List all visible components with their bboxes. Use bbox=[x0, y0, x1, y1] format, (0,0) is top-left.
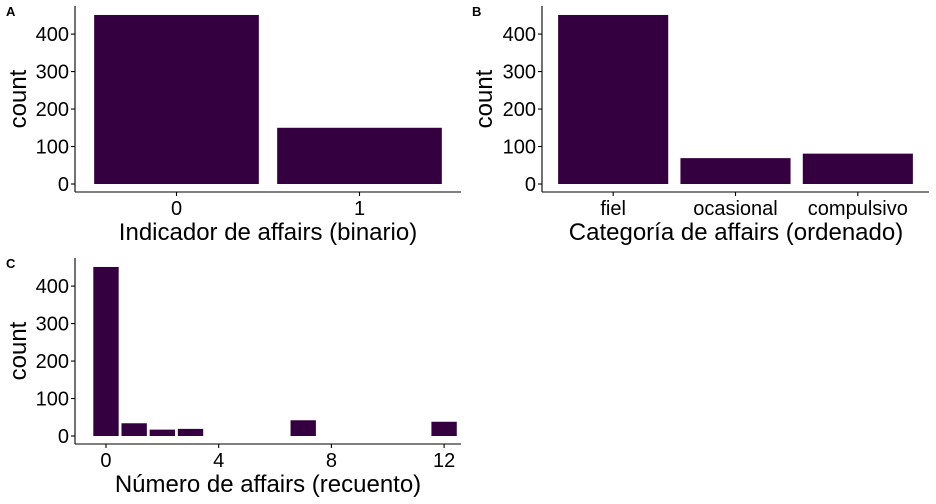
panel-a-x-tick-label: 0 bbox=[171, 198, 182, 220]
panel-c-plot: 0 100 200 300 400 0 4 8 12 bbox=[36, 258, 461, 472]
panel-a-y-tick-label: 400 bbox=[36, 24, 69, 46]
panel-a-y-tick-label: 200 bbox=[36, 99, 69, 121]
panel-b-y-tick-label: 200 bbox=[503, 99, 536, 121]
panel-c-y-tick-label: 300 bbox=[36, 314, 69, 336]
panel-c-x-tick-label: 8 bbox=[326, 450, 337, 472]
panel-c-x-tick-label: 4 bbox=[213, 450, 224, 472]
panel-c-bar-1 bbox=[121, 423, 147, 436]
panel-c: C 0 100 200 300 400 0 4 8 12 Número de affairs (… bbox=[5, 256, 461, 498]
panel-b-x-tick-label: fiel bbox=[600, 198, 626, 220]
panel-c-bar-0 bbox=[93, 266, 119, 436]
panel-a-plot: 0 100 200 300 400 0 1 bbox=[36, 6, 461, 220]
panel-c-bar-12 bbox=[431, 421, 457, 436]
panel-b: B 0 100 200 300 400 fiel ocasional compulsivo C… bbox=[471, 4, 929, 246]
panel-b-bar-ocasional bbox=[680, 158, 791, 184]
panel-c-y-axis-title: count bbox=[5, 321, 32, 380]
panel-b-x-tick-label: ocasional bbox=[693, 198, 778, 220]
panel-a-tag: A bbox=[6, 4, 16, 19]
panel-b-y-tick-label: 0 bbox=[525, 174, 536, 196]
panel-c-y-tick-label: 400 bbox=[36, 276, 69, 298]
panel-c-tag: C bbox=[6, 256, 16, 271]
panel-b-plot: 0 100 200 300 400 fiel ocasional compulsivo bbox=[503, 6, 929, 220]
panel-a-y-axis-title: count bbox=[5, 69, 32, 128]
panel-a: A 0 100 200 300 400 0 1 Indicador de affairs (… bbox=[5, 4, 461, 246]
panel-b-y-tick-label: 400 bbox=[503, 24, 536, 46]
panel-c-bar-7 bbox=[290, 420, 316, 436]
panel-c-y-tick-label: 200 bbox=[36, 351, 69, 373]
panel-b-y-tick-label: 100 bbox=[503, 137, 536, 159]
panel-c-x-tick-label: 12 bbox=[433, 450, 455, 472]
panel-c-y-tick-label: 0 bbox=[58, 426, 69, 448]
panel-b-x-tick-label: compulsivo bbox=[808, 198, 908, 220]
panel-c-y-tick-label: 100 bbox=[36, 389, 69, 411]
panel-c-x-tick-label: 0 bbox=[100, 450, 111, 472]
panel-c-bar-3 bbox=[177, 428, 204, 436]
panel-a-x-axis-title: Indicador de affairs (binario) bbox=[119, 219, 417, 246]
panel-a-y-tick-label: 100 bbox=[36, 137, 69, 159]
panel-b-bar-compulsivo bbox=[802, 153, 913, 184]
panel-b-x-axis-title: Categoría de affairs (ordenado) bbox=[569, 219, 903, 246]
panel-b-tag: B bbox=[472, 4, 481, 19]
panel-b-y-tick-label: 300 bbox=[503, 62, 536, 84]
panel-a-x-tick-label: 1 bbox=[354, 198, 365, 220]
panel-b-bar-fiel bbox=[558, 14, 669, 185]
panel-a-y-tick-label: 0 bbox=[58, 174, 69, 196]
panel-a-y-tick-label: 300 bbox=[36, 62, 69, 84]
panel-a-bar-0 bbox=[94, 14, 259, 185]
panel-c-x-axis-title: Número de affairs (recuento) bbox=[115, 471, 421, 498]
panel-a-bar-1 bbox=[277, 127, 442, 184]
panel-c-bar-2 bbox=[149, 429, 176, 436]
panel-b-y-axis-title: count bbox=[471, 69, 498, 128]
